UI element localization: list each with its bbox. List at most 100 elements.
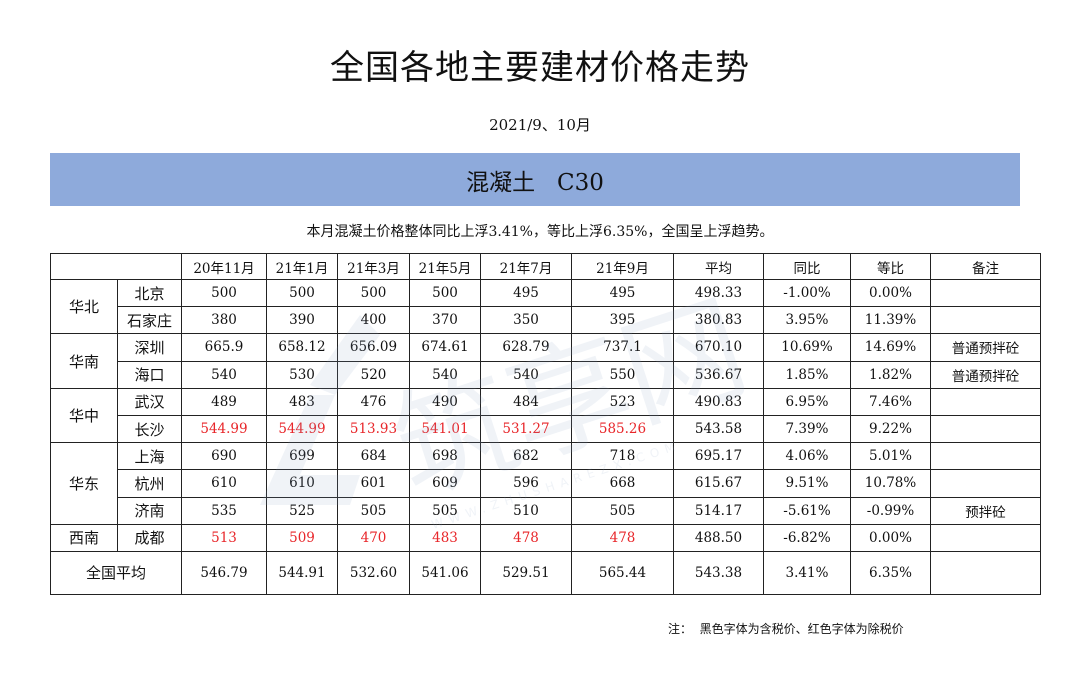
- price-cell: 531.27: [480, 414, 572, 444]
- ratio-cell: 7.46%: [850, 387, 931, 416]
- yoy-cell: 7.39%: [763, 414, 851, 444]
- city-cell: 武汉: [117, 387, 182, 416]
- ratio-cell: 0.00%: [850, 278, 931, 308]
- price-cell: 505: [571, 496, 674, 525]
- note-cell: 普通预拌砼: [930, 360, 1041, 389]
- region-cell: 西南: [50, 523, 118, 552]
- price-cell: 484: [480, 387, 572, 416]
- price-cell: 596: [480, 469, 572, 498]
- table-cell: 3.41%: [763, 550, 851, 595]
- note-cell: [930, 469, 1041, 498]
- price-cell: 520: [337, 360, 410, 389]
- note-cell: [930, 306, 1041, 335]
- national-average-label: 全国平均: [50, 550, 182, 595]
- price-cell: 400: [337, 306, 410, 335]
- price-cell: 550: [571, 360, 674, 389]
- table-cell: 532.60: [337, 550, 410, 595]
- price-cell: 510: [480, 496, 572, 525]
- price-cell: 610: [266, 469, 338, 498]
- price-cell: 540: [409, 360, 481, 389]
- price-table: 20年11月 21年1月 21年3月 21年5月 21年7月 21年9月 平均 …: [50, 253, 1041, 595]
- table-row: 华南 深圳 665.9 658.12 656.09 674.61 628.79 737.1 67…: [50, 333, 1041, 389]
- yoy-cell: -6.82%: [763, 523, 851, 552]
- price-cell: 628.79: [480, 333, 572, 362]
- ratio-cell: 11.39%: [850, 306, 931, 335]
- price-cell: 690: [181, 442, 267, 471]
- city-cell: 上海: [117, 442, 182, 471]
- table-cell: 541.06: [409, 550, 481, 595]
- note-cell: 预拌砼: [930, 496, 1041, 525]
- header-cell: 21年3月: [337, 253, 410, 280]
- yoy-cell: -1.00%: [763, 278, 851, 308]
- table-header-row: 20年11月 21年1月 21年3月 21年5月 21年7月 21年9月 平均 …: [50, 253, 1041, 280]
- price-cell: 699: [266, 442, 338, 471]
- header-cell: 20年11月: [181, 253, 267, 280]
- price-cell: 390: [266, 306, 338, 335]
- page-title: 全国各地主要建材价格走势: [330, 48, 750, 88]
- table-row: 西南 成都 513 509 470 483 478 478 488.50 -6.82% 0.00%: [50, 523, 1041, 552]
- price-cell: 380: [181, 306, 267, 335]
- city-cell: 北京: [117, 278, 182, 308]
- city-cell: 长沙: [117, 414, 182, 444]
- city-cell: 海口: [117, 360, 182, 389]
- national-average-row: 全国平均 546.79 544.91 532.60 541.06 529.51 …: [50, 550, 1041, 595]
- price-cell: 495: [571, 278, 674, 308]
- price-cell: 478: [480, 523, 572, 552]
- price-cell: 513: [181, 523, 267, 552]
- table-cell: 546.79: [181, 550, 267, 595]
- ratio-cell: 0.00%: [850, 523, 931, 552]
- price-cell: 658.12: [266, 333, 338, 362]
- avg-cell: 670.10: [673, 333, 764, 362]
- header-cell: 备注: [930, 253, 1041, 280]
- table-row: 华北 北京 500 500 500 500 495 495 498.33 -1.00% 0.00%: [50, 278, 1041, 335]
- price-cell: 610: [181, 469, 267, 498]
- ratio-cell: 14.69%: [850, 333, 931, 362]
- price-cell: 495: [480, 278, 572, 308]
- header-cell: 同比: [763, 253, 851, 280]
- price-cell: 500: [181, 278, 267, 308]
- table-cell: 543.38: [673, 550, 764, 595]
- price-cell: 513.93: [337, 414, 410, 444]
- table-row: 杭州 610 610 601 609 596 668 615.67 9.51% 10.78%: [51, 469, 1041, 498]
- region-cell: 华北: [50, 278, 118, 335]
- price-cell: 541.01: [409, 414, 481, 444]
- city-cell: 成都: [117, 523, 182, 552]
- header-cell: 21年7月: [480, 253, 572, 280]
- price-cell: 483: [266, 387, 338, 416]
- price-cell: 684: [337, 442, 410, 471]
- table-row: 华东 上海 690 699 684 698 682 718 695.17 4.06% 5.01%: [50, 442, 1041, 525]
- note-cell: [930, 523, 1041, 552]
- yoy-cell: 1.85%: [763, 360, 851, 389]
- avg-cell: 514.17: [673, 496, 764, 525]
- city-cell: 深圳: [117, 333, 182, 362]
- region-cell: 华东: [50, 442, 118, 525]
- avg-cell: 488.50: [673, 523, 764, 552]
- price-cell: 601: [337, 469, 410, 498]
- price-cell: 656.09: [337, 333, 410, 362]
- price-cell: 540: [480, 360, 572, 389]
- price-cell: 500: [409, 278, 481, 308]
- price-cell: 668: [571, 469, 674, 498]
- avg-cell: 380.83: [673, 306, 764, 335]
- price-cell: 476: [337, 387, 410, 416]
- city-cell: 杭州: [117, 469, 182, 498]
- avg-cell: 543.58: [673, 414, 764, 444]
- price-cell: 523: [571, 387, 674, 416]
- table-row: 济南 535 525 505 505 510 505 514.17 -5.61% -0.99% 预拌…: [51, 496, 1041, 525]
- city-cell: 石家庄: [117, 306, 182, 335]
- price-cell: 535: [181, 496, 267, 525]
- price-cell: 470: [337, 523, 410, 552]
- yoy-cell: 4.06%: [763, 442, 851, 471]
- price-cell: 665.9: [181, 333, 267, 362]
- price-cell: 500: [337, 278, 410, 308]
- table-cell: 565.44: [571, 550, 674, 595]
- header-cell: 21年1月: [266, 253, 338, 280]
- header-cell: [50, 253, 182, 280]
- price-cell: 395: [571, 306, 674, 335]
- price-cell: 370: [409, 306, 481, 335]
- avg-cell: 695.17: [673, 442, 764, 471]
- yoy-cell: -5.61%: [763, 496, 851, 525]
- price-cell: 489: [181, 387, 267, 416]
- price-cell: 505: [409, 496, 481, 525]
- header-cell: 等比: [850, 253, 931, 280]
